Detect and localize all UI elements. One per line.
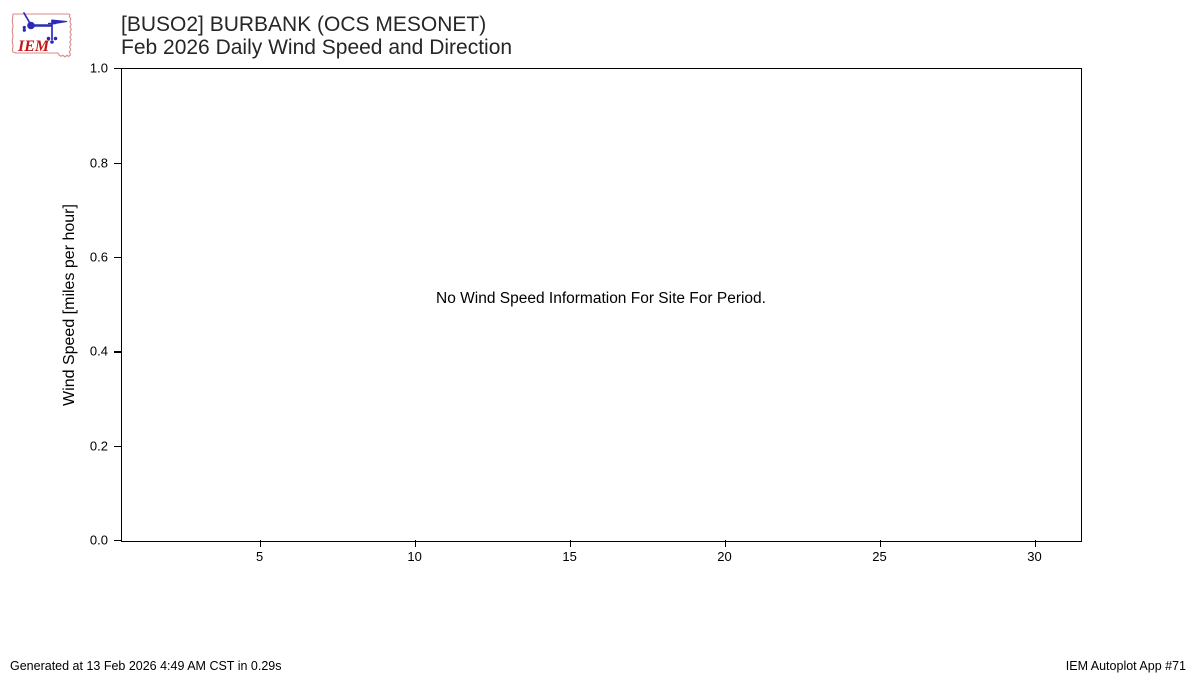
svg-text:IEM: IEM [17,38,50,55]
